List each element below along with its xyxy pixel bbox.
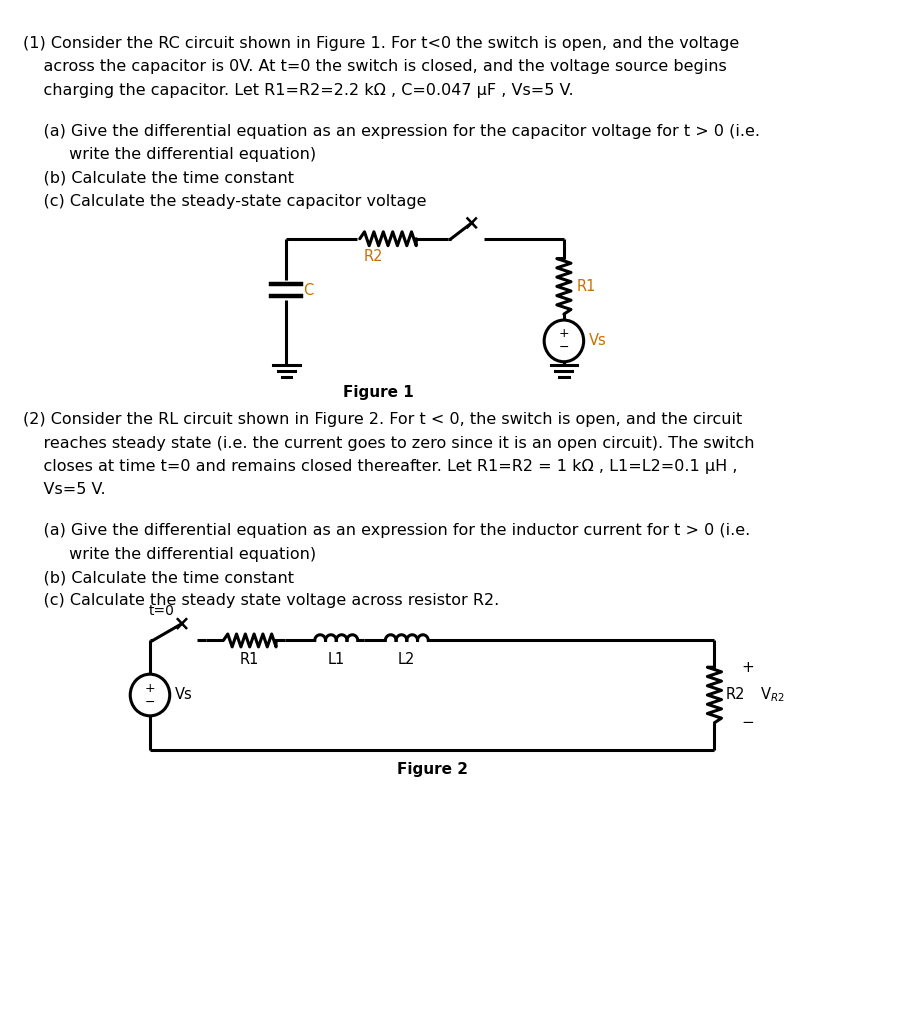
Text: Figure 1: Figure 1: [343, 385, 413, 399]
Text: (b) Calculate the time constant: (b) Calculate the time constant: [23, 170, 293, 185]
Text: R2: R2: [725, 687, 744, 702]
Text: L2: L2: [398, 652, 415, 668]
Text: (2) Consider the RL circuit shown in Figure 2. For t < 0, the switch is open, an: (2) Consider the RL circuit shown in Fig…: [23, 413, 742, 427]
Text: (a) Give the differential equation as an expression for the capacitor voltage fo: (a) Give the differential equation as an…: [23, 124, 759, 138]
Text: Vs=5 V.: Vs=5 V.: [23, 482, 106, 498]
Text: (c) Calculate the steady state voltage across resistor R2.: (c) Calculate the steady state voltage a…: [23, 593, 498, 608]
Text: write the differential equation): write the differential equation): [23, 547, 316, 562]
Text: (1) Consider the RC circuit shown in Figure 1. For t<0 the switch is open, and t: (1) Consider the RC circuit shown in Fig…: [23, 36, 739, 51]
Text: R1: R1: [240, 652, 259, 668]
Text: charging the capacitor. Let R1=R2=2.2 kΩ , C=0.047 μF , Vs=5 V.: charging the capacitor. Let R1=R2=2.2 kΩ…: [23, 83, 573, 97]
Text: (b) Calculate the time constant: (b) Calculate the time constant: [23, 570, 293, 585]
Text: C: C: [303, 283, 313, 298]
Text: (a) Give the differential equation as an expression for the inductor current for: (a) Give the differential equation as an…: [23, 523, 750, 539]
Text: Vs: Vs: [175, 687, 193, 702]
Text: +: +: [558, 328, 568, 340]
Text: write the differential equation): write the differential equation): [23, 147, 316, 162]
Text: (c) Calculate the steady-state capacitor voltage: (c) Calculate the steady-state capacitor…: [23, 194, 426, 209]
Text: −: −: [558, 341, 568, 354]
Text: +: +: [145, 682, 155, 694]
Text: closes at time t=0 and remains closed thereafter. Let R1=R2 = 1 kΩ , L1=L2=0.1 μ: closes at time t=0 and remains closed th…: [23, 459, 737, 474]
Text: Figure 2: Figure 2: [396, 763, 467, 777]
Text: reaches steady state (i.e. the current goes to zero since it is an open circuit): reaches steady state (i.e. the current g…: [23, 435, 753, 451]
Text: −: −: [740, 716, 752, 730]
Text: +: +: [740, 659, 752, 675]
Text: −: −: [145, 695, 155, 709]
Text: t=0: t=0: [148, 603, 174, 617]
Text: L1: L1: [327, 652, 344, 668]
Text: Vs: Vs: [589, 334, 607, 348]
Text: V$_{R2}$: V$_{R2}$: [759, 686, 783, 705]
Text: R1: R1: [576, 279, 595, 294]
Text: across the capacitor is 0V. At t=0 the switch is closed, and the voltage source : across the capacitor is 0V. At t=0 the s…: [23, 59, 726, 74]
Text: R2: R2: [363, 249, 383, 263]
